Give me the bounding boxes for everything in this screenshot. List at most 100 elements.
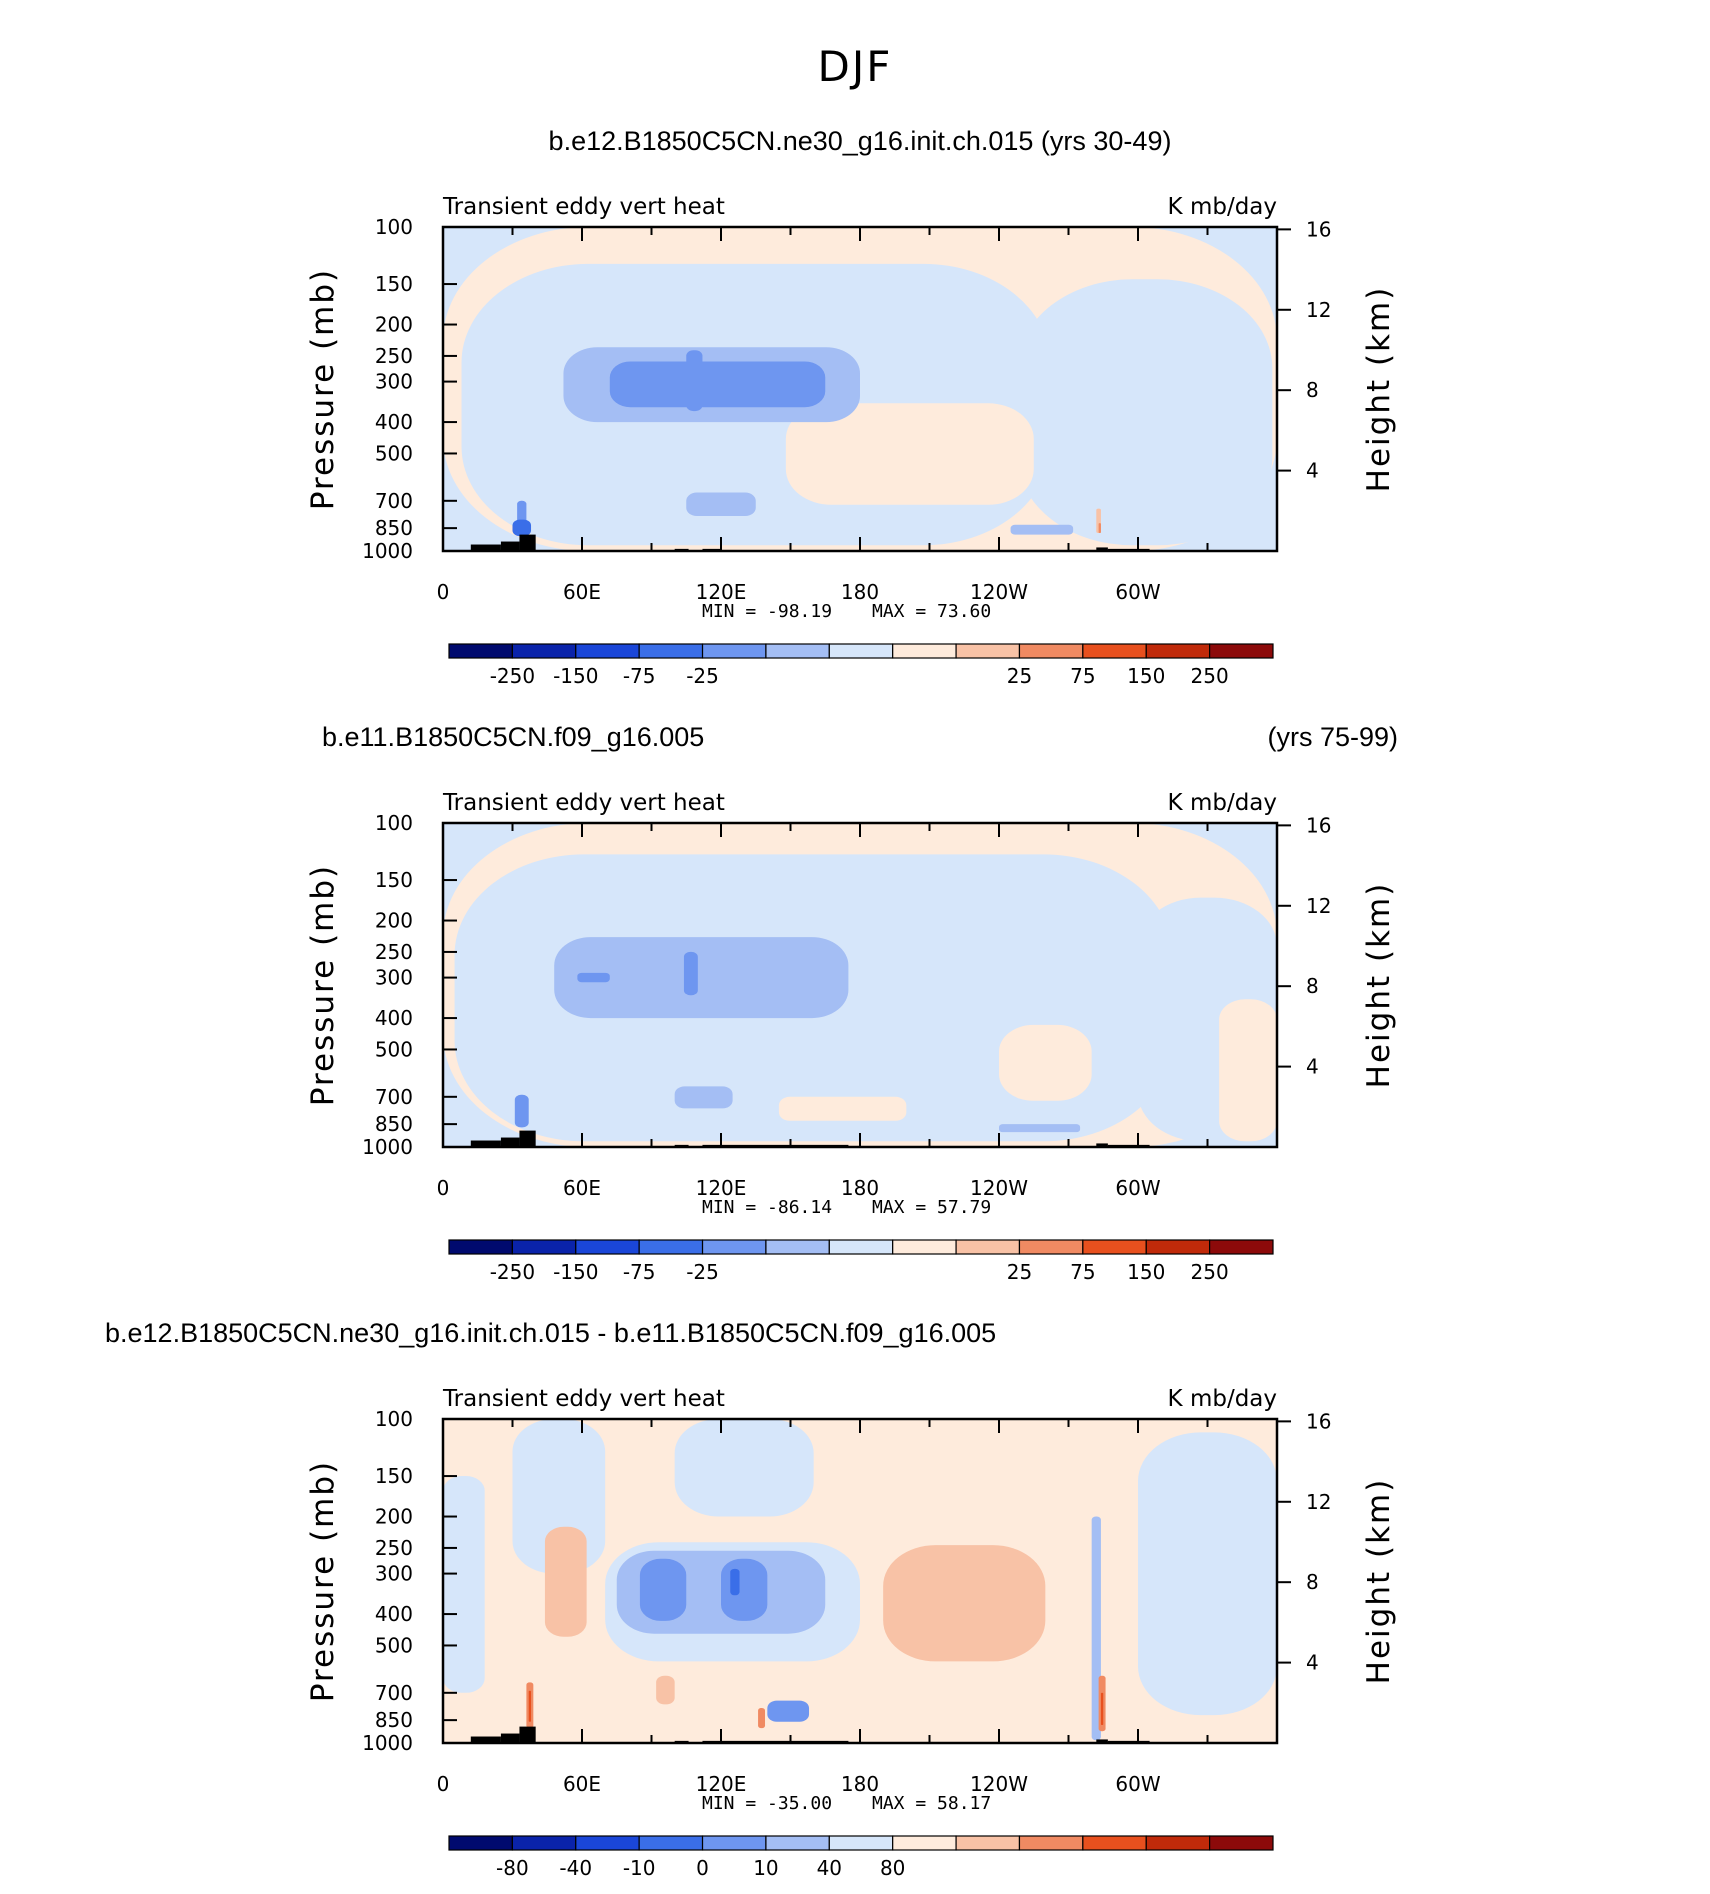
contour-region: [656, 1675, 675, 1705]
x-tick-label: 120E: [696, 580, 747, 604]
colorbar-box: [1082, 1239, 1147, 1255]
colorbar-label: 150: [1127, 664, 1165, 688]
colorbar-label: -25: [686, 664, 719, 688]
y-tick-label: 850: [375, 516, 413, 540]
y-tick-label: 700: [375, 1681, 413, 1705]
colorbar-box: [448, 1239, 513, 1255]
y-axis-title: Pressure (mb): [305, 268, 341, 510]
contour-region: [1098, 523, 1101, 534]
colorbar-label: -10: [623, 1856, 656, 1880]
colorbar-label: -150: [553, 1260, 598, 1284]
colorbar-box: [765, 643, 830, 659]
x-tick-label: 180: [841, 580, 879, 604]
y-tick-label: 100: [375, 1407, 413, 1431]
y-tick-label: 250: [375, 1536, 413, 1560]
colorbar-label: 250: [1191, 1260, 1229, 1284]
y-tick-label: 850: [375, 1708, 413, 1732]
y-tick-label: 700: [375, 1085, 413, 1109]
panel-title: b.e12.B1850C5CN.ne30_g16.init.ch.015 (yr…: [549, 126, 1172, 156]
min-label: MIN = -98.19: [702, 601, 832, 622]
colorbar-box: [828, 643, 894, 659]
contour-region: [443, 1419, 1277, 1743]
y-right-tick-label: 12: [1306, 894, 1331, 918]
topography: [470, 1140, 501, 1147]
contour-region: [883, 1545, 1046, 1662]
colorbar-box: [638, 1239, 704, 1255]
colorbar-box: [1082, 643, 1147, 659]
x-tick-label: 0: [437, 1772, 450, 1796]
colorbar-label: -150: [553, 664, 598, 688]
x-tick-label: 120W: [970, 1772, 1028, 1796]
colorbar-box: [575, 1835, 640, 1851]
colorbar-box: [1209, 643, 1274, 659]
y-tick-label: 300: [375, 1562, 413, 1586]
colorbar-box: [828, 1239, 894, 1255]
y-axis-title: Pressure (mb): [305, 1460, 341, 1702]
y-tick-label: 500: [375, 1037, 413, 1061]
contour-region: [686, 350, 703, 412]
y-right-tick-label: 16: [1306, 813, 1331, 837]
panel-3: b.e12.B1850C5CN.ne30_g16.init.ch.015 - b…: [105, 1318, 1397, 1880]
units-label: K mb/day: [1168, 194, 1277, 220]
x-tick-label: 120W: [970, 1176, 1028, 1200]
colorbar-box: [1018, 643, 1084, 659]
colorbar-box: [828, 1835, 894, 1851]
min-label: MIN = -35.00: [702, 1793, 832, 1814]
contour-field: [443, 1419, 1277, 1743]
colorbar-label: 250: [1191, 664, 1229, 688]
x-tick-label: 120E: [696, 1176, 747, 1200]
contour-region: [767, 1700, 810, 1722]
y-tick-label: 250: [375, 344, 413, 368]
max-label: MAX = 58.17: [872, 1793, 991, 1814]
y-tick-label: 400: [375, 1602, 413, 1626]
y-tick-label: 1000: [362, 1731, 413, 1755]
colorbar-label: 25: [1007, 1260, 1032, 1284]
panel-2: b.e11.B1850C5CN.f09_g16.005 (yrs 75-99) Tr…: [305, 722, 1398, 1284]
contour-region: [554, 937, 849, 1019]
colorbar-box: [955, 1835, 1021, 1851]
y-right-tick-label: 16: [1306, 217, 1331, 241]
colorbar-box: [511, 1835, 577, 1851]
y-right-tick-label: 12: [1306, 298, 1331, 322]
colorbar-box: [765, 1239, 830, 1255]
colorbar-box: [575, 1239, 640, 1255]
colorbar-box: [1209, 1239, 1274, 1255]
y-tick-label: 150: [375, 1464, 413, 1488]
colorbar-box: [1018, 1239, 1084, 1255]
colorbar-box: [892, 1835, 957, 1851]
colorbar: -250 -150 -75 -25 25 75 150 250: [448, 643, 1274, 688]
topography: [470, 544, 501, 551]
colorbar-box: [1145, 1835, 1211, 1851]
colorbar-label: -80: [496, 1856, 529, 1880]
y-tick-label: 150: [375, 272, 413, 296]
contour-region: [778, 1096, 907, 1121]
topography: [519, 1130, 536, 1147]
topography: [470, 1736, 501, 1743]
contour-region: [577, 972, 610, 983]
contour-region: [443, 1476, 485, 1693]
colorbar-box: [1145, 643, 1211, 659]
contour-region: [730, 1568, 740, 1596]
colorbar-box: [575, 643, 640, 659]
y-tick-label: 100: [375, 811, 413, 835]
contour-region: [544, 1526, 587, 1637]
units-label: K mb/day: [1168, 1386, 1277, 1412]
panel-title: b.e12.B1850C5CN.ne30_g16.init.ch.015 - b…: [105, 1318, 996, 1348]
y-tick-label: 850: [375, 1112, 413, 1136]
y-right-tick-label: 16: [1306, 1409, 1331, 1433]
topography: [1096, 547, 1108, 551]
y-right-tick-label: 12: [1306, 1490, 1331, 1514]
y-tick-label: 200: [375, 909, 413, 933]
contour-region: [1100, 1692, 1104, 1726]
colorbar-box: [511, 643, 577, 659]
contour-region: [1138, 1432, 1277, 1716]
y-tick-label: 200: [375, 1505, 413, 1529]
colorbar-label: -250: [490, 664, 535, 688]
x-tick-label: 0: [437, 580, 450, 604]
y-right-tick-label: 4: [1306, 459, 1319, 483]
contour-region: [999, 1024, 1092, 1101]
colorbar-box: [1145, 1239, 1211, 1255]
colorbar-label: 75: [1070, 664, 1095, 688]
panel-1: b.e12.B1850C5CN.ne30_g16.init.ch.015 (yr…: [305, 126, 1397, 688]
colorbar-box: [765, 1835, 830, 1851]
